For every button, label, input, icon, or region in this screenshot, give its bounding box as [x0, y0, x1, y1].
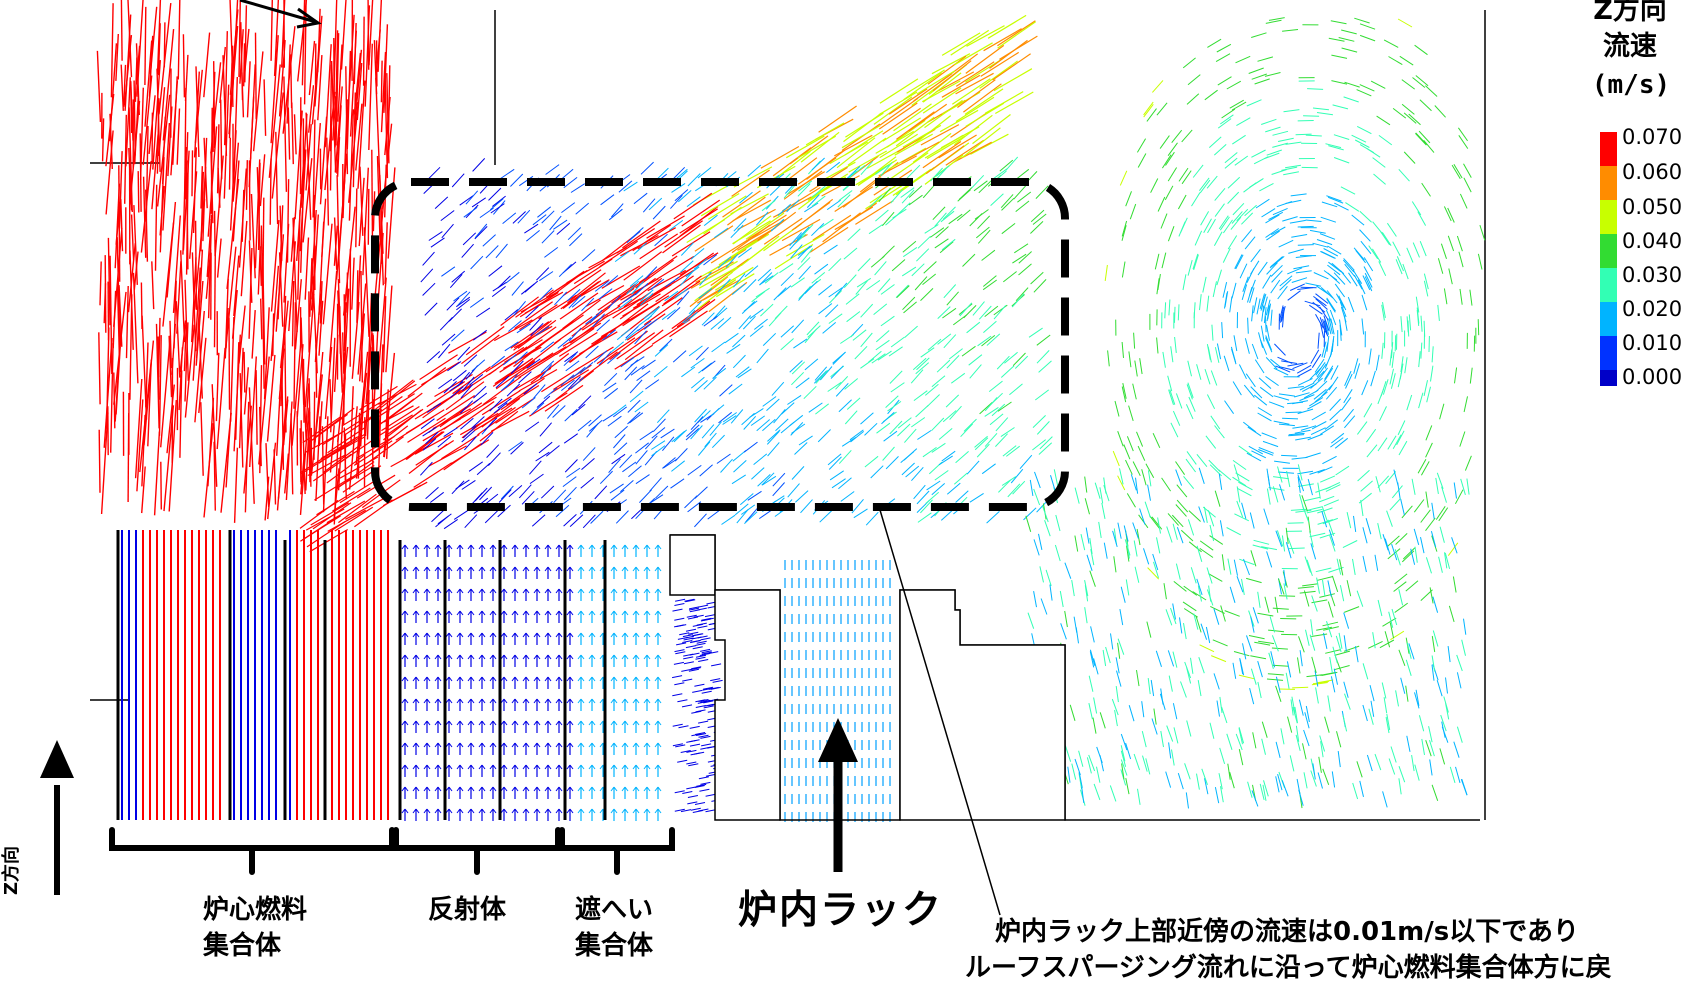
- reflector-label: 反射体: [428, 896, 506, 926]
- velocity-vector-field: [97, 0, 1484, 822]
- shield-label-line2: 集合体: [575, 932, 653, 962]
- legend-tick-5: 0.020: [1622, 299, 1682, 320]
- legend-swatch: [1600, 302, 1617, 336]
- brace-shield: [562, 830, 672, 872]
- brace-core-fuel: [112, 830, 392, 872]
- legend-swatch: [1600, 166, 1617, 200]
- note-line1: 炉内ラック上部近傍の流速は0.01m/s以下であり: [995, 918, 1579, 948]
- legend-tick-4: 0.030: [1622, 265, 1682, 286]
- rack-arrow: [818, 718, 858, 872]
- legend-tick-6: 0.010: [1622, 333, 1682, 354]
- legend-tick-0: 0.070: [1622, 127, 1682, 148]
- z-direction-arrow: [40, 740, 74, 895]
- legend-swatch: [1600, 370, 1617, 386]
- legend-swatch: [1600, 268, 1617, 302]
- legend-color-bar: [1600, 132, 1617, 386]
- legend-unit: (m/s): [1576, 70, 1686, 100]
- shield-label-line1: 遮へい: [575, 896, 653, 926]
- core-fuel-label-line2: 集合体: [203, 932, 281, 962]
- rack-label: 炉内ラック: [738, 889, 943, 934]
- legend-tick-1: 0.060: [1622, 162, 1682, 183]
- legend-swatch: [1600, 336, 1617, 370]
- legend-swatch: [1600, 234, 1617, 268]
- legend-title-line2: 流速: [1580, 24, 1680, 63]
- legend-tick-3: 0.040: [1622, 231, 1682, 252]
- legend-swatch: [1600, 200, 1617, 234]
- z-direction-label: Z方向: [2, 846, 23, 895]
- legend-tick-7: 0.000: [1622, 367, 1682, 388]
- domain-outline: [90, 10, 1485, 820]
- legend-swatch: [1600, 132, 1617, 166]
- note-line2: ルーフスパージング流れに沿って炉心燃料集合体方に戻: [965, 954, 1612, 984]
- brace-reflector: [396, 830, 558, 872]
- highlight-dashed-box: [375, 182, 1065, 507]
- legend-title-line1: Z方向: [1580, 0, 1680, 27]
- legend-tick-2: 0.050: [1622, 197, 1682, 218]
- core-fuel-label-line1: 炉心燃料: [203, 896, 307, 926]
- region-braces: [112, 830, 672, 872]
